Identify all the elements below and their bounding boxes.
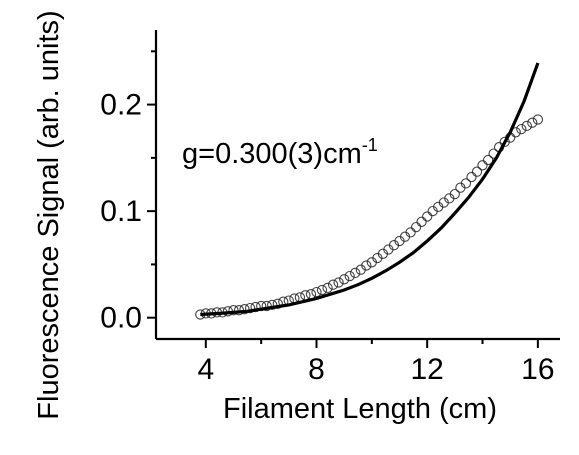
data-point — [527, 117, 538, 128]
data-point — [244, 302, 256, 314]
gain-annotation-text: g=0.300(3)cm — [182, 138, 362, 170]
data-point — [344, 270, 355, 282]
x-tick-label: 4 — [197, 353, 214, 386]
data-point — [477, 160, 488, 171]
data-point — [350, 267, 361, 279]
data-point — [327, 279, 339, 290]
y-tick-label: 0.2 — [100, 89, 142, 122]
data-point — [339, 274, 350, 285]
y-tick-label: 0.1 — [100, 195, 142, 228]
data-point — [272, 298, 283, 309]
data-point — [322, 282, 333, 294]
fit-curve — [200, 62, 540, 317]
gain-annotation: g=0.300(3)cm-1 — [182, 135, 378, 170]
data-point — [460, 178, 472, 189]
data-point — [449, 188, 460, 200]
y-axis-title: Fluorescence Signal (arb. units) — [33, 10, 65, 419]
data-point — [405, 227, 416, 238]
data-point — [521, 120, 532, 132]
x-tick-label: 12 — [410, 353, 443, 386]
data-point — [422, 211, 433, 222]
data-point — [228, 305, 239, 316]
data-point — [466, 171, 477, 183]
x-tick-label: 8 — [308, 353, 325, 386]
data-point — [333, 277, 344, 288]
y-tick-label: 0.0 — [100, 302, 142, 335]
data-point — [516, 123, 527, 135]
x-ticks: 4 8 12 16 — [197, 339, 555, 386]
data-point — [471, 166, 483, 177]
data-point — [532, 114, 544, 125]
data-point — [410, 221, 422, 233]
y-ticks: 0.0 0.1 0.2 — [100, 50, 156, 335]
data-point — [482, 154, 494, 166]
data-point — [239, 304, 250, 315]
x-axis-title: Filament Length (cm) — [223, 393, 497, 425]
data-point — [361, 260, 372, 271]
data-point — [316, 284, 328, 296]
gain-annotation-superscript: -1 — [362, 135, 378, 155]
data-point — [416, 216, 427, 227]
data-point — [267, 299, 278, 311]
x-tick-label: 16 — [521, 353, 554, 386]
data-point — [311, 286, 322, 298]
